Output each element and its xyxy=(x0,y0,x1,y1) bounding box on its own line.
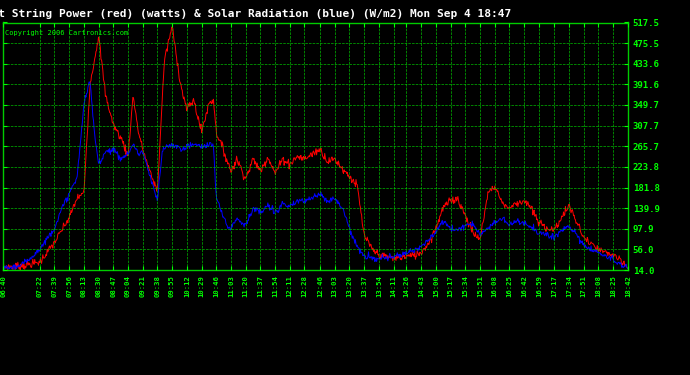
Text: West String Power (red) (watts) & Solar Radiation (blue) (W/m2) Mon Sep 4 18:47: West String Power (red) (watts) & Solar … xyxy=(0,9,511,20)
Text: Copyright 2006 Cartronics.com: Copyright 2006 Cartronics.com xyxy=(5,30,128,36)
